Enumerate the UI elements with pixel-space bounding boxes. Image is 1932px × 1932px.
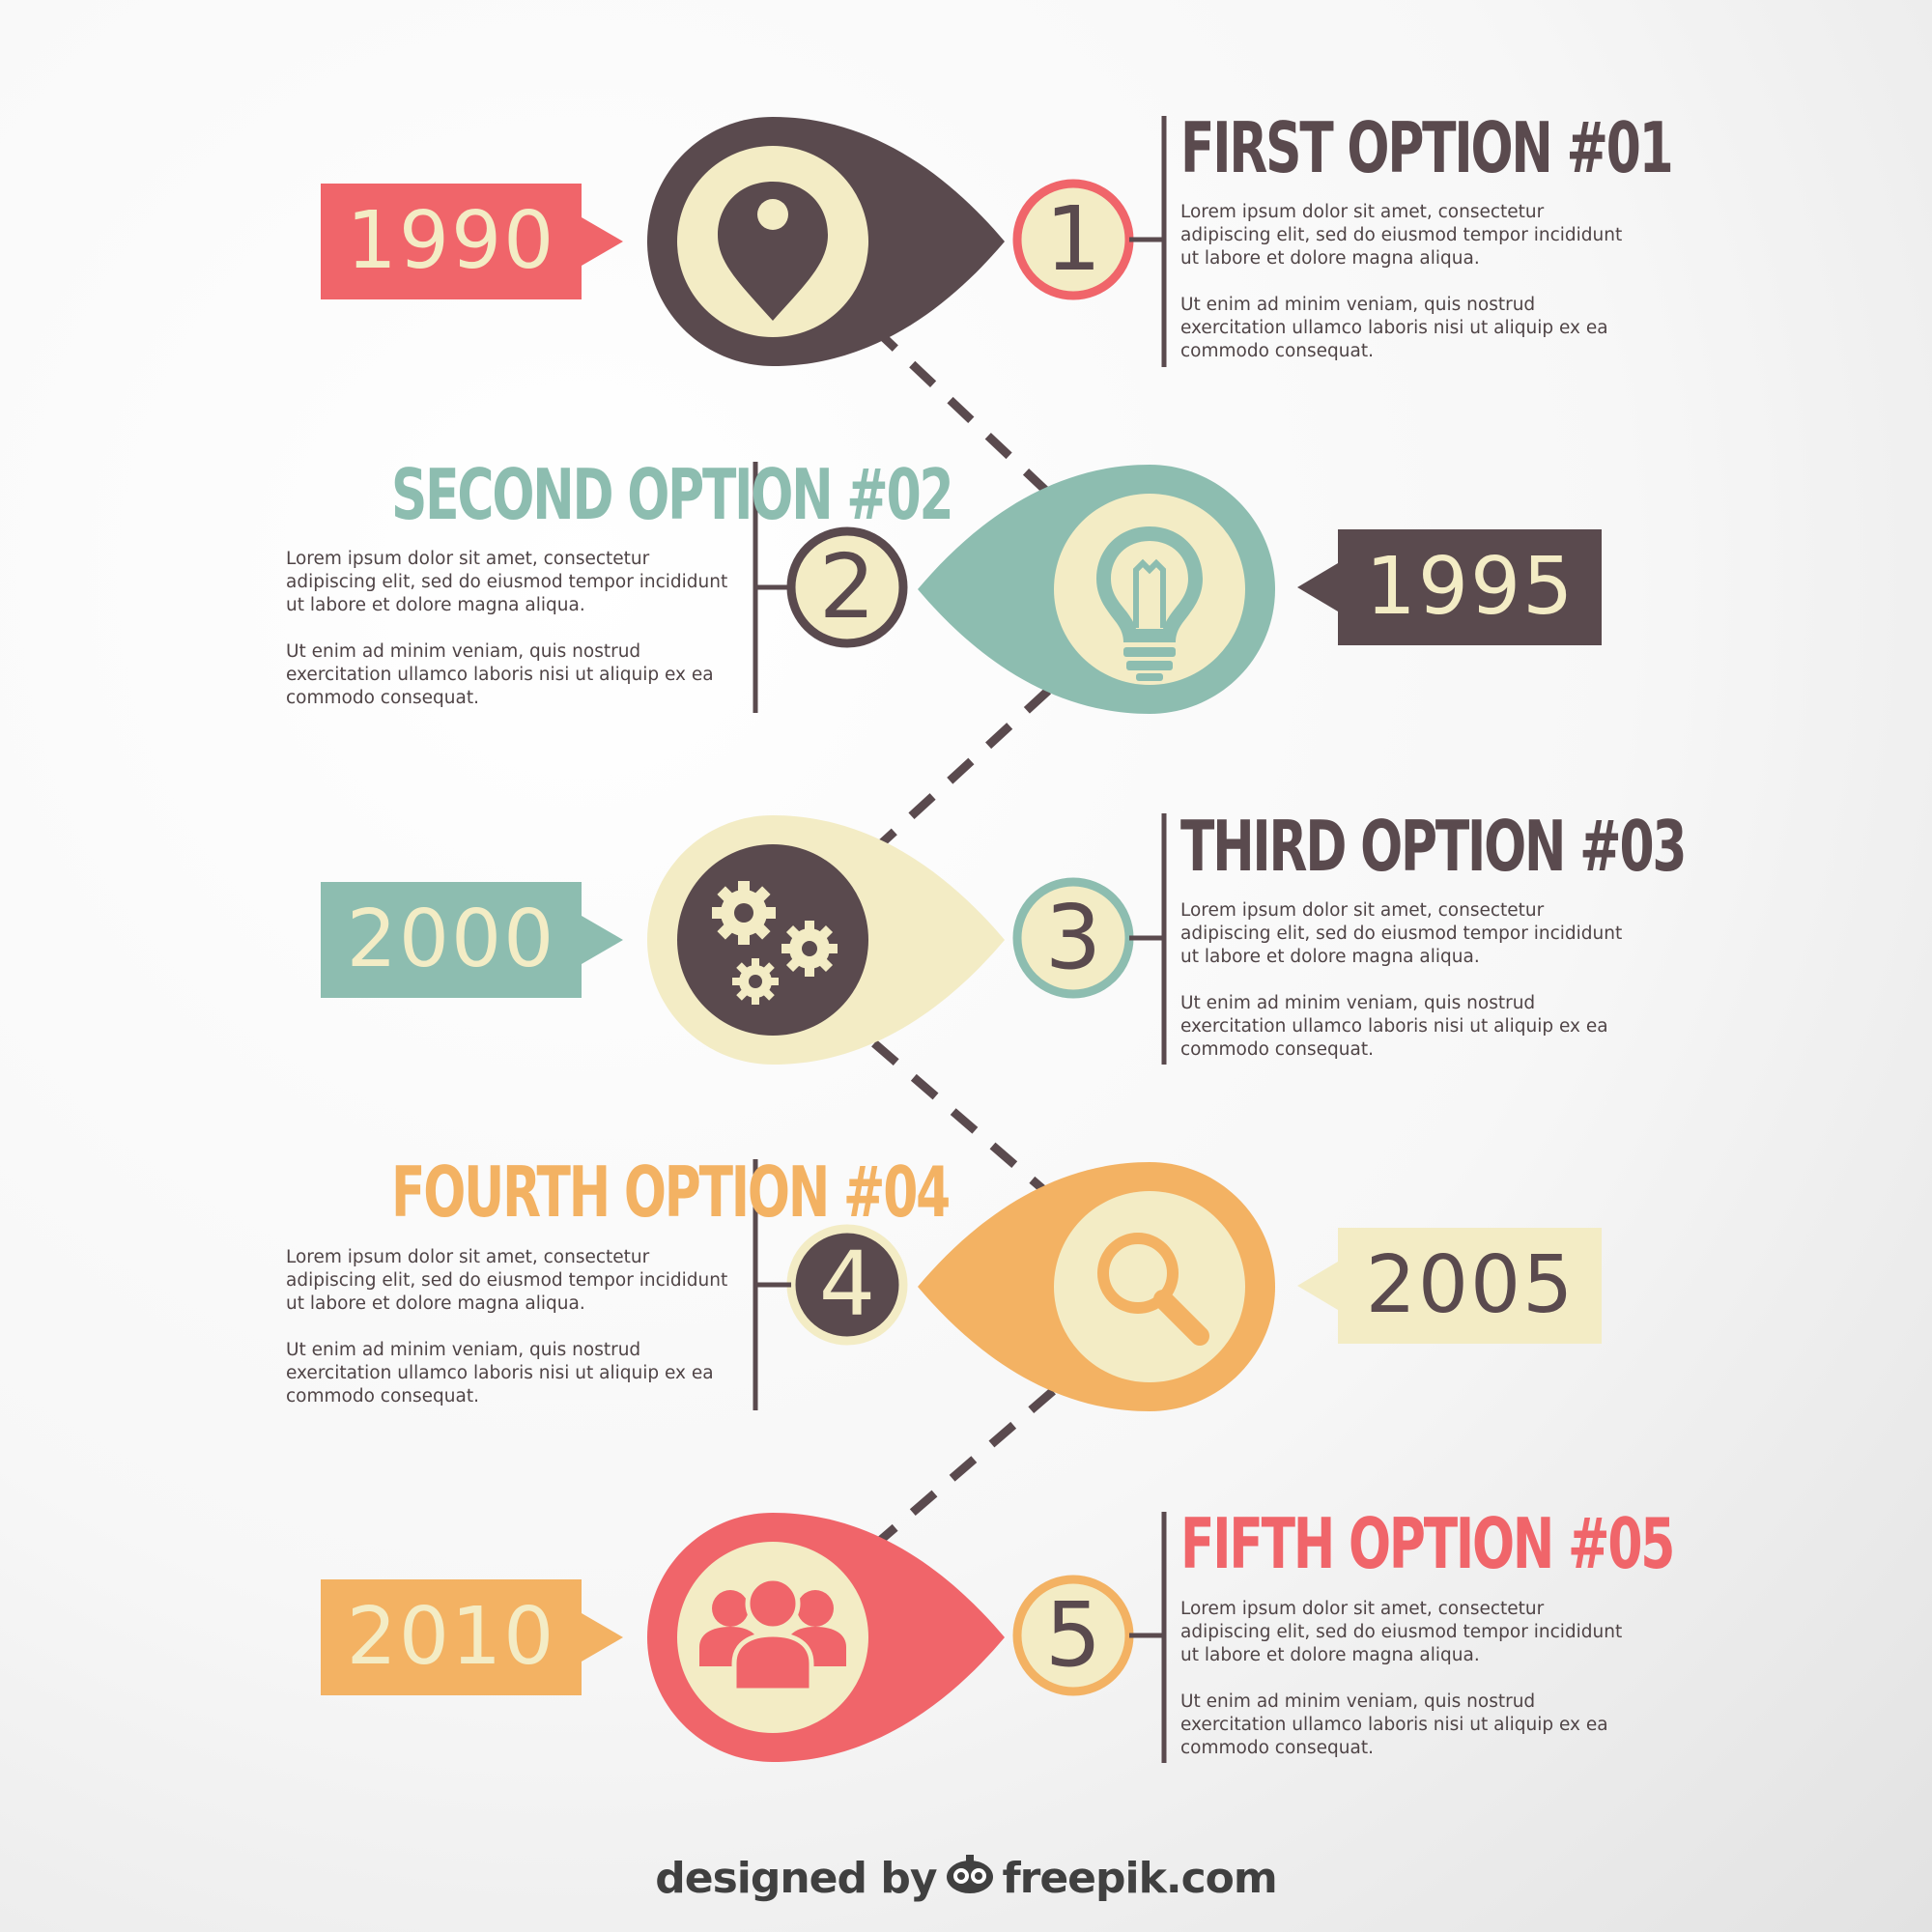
marker-disc-2: [1054, 494, 1245, 685]
year-label-2005: 2005: [1365, 1239, 1576, 1331]
year-tag-4: [1338, 1228, 1602, 1344]
step-desc-1a: Lorem ipsum dolor sit amet, consectetur …: [1180, 202, 1623, 269]
step-number-2: 2: [818, 535, 876, 639]
step-desc-3b: Ut enim ad minim veniam, quis nostrud ex…: [1180, 993, 1608, 1060]
step-number-3: 3: [1044, 886, 1102, 989]
footer-credit: designed by freepik.com: [0, 1850, 1932, 1908]
freepik-owl-icon: [945, 1851, 995, 1911]
step-title-1: FIRST OPTION #01: [1180, 107, 1674, 188]
year-tag-2: [1338, 529, 1602, 645]
step-2-graphics: [753, 462, 1602, 714]
year-tag-3-pointer: [582, 916, 623, 964]
step-desc-2a: Lorem ipsum dolor sit amet, consectetur …: [286, 549, 728, 615]
dashed-connector: [870, 325, 1056, 1549]
step-desc-4a: Lorem ipsum dolor sit amet, consectetur …: [286, 1247, 728, 1314]
year-label-2010: 2010: [346, 1591, 556, 1683]
marker-disc-4: [1054, 1191, 1245, 1382]
year-tag-1-pointer: [582, 217, 623, 266]
map-pin-icon: [718, 182, 828, 321]
step-number-1: 1: [1044, 187, 1102, 291]
step-desc-5b: Ut enim ad minim veniam, quis nostrud ex…: [1180, 1691, 1608, 1758]
magnifier-icon: [1097, 1233, 1209, 1346]
gears-icon: [712, 881, 838, 1005]
step-title-2: SECOND OPTION #02: [391, 454, 954, 535]
step-desc-5a: Lorem ipsum dolor sit amet, consectetur …: [1180, 1599, 1623, 1665]
step-desc-3a: Lorem ipsum dolor sit amet, consectetur …: [1180, 900, 1623, 967]
step-3-graphics: [321, 813, 1167, 1065]
step-1-graphics: [321, 116, 1167, 367]
year-label-2000: 2000: [346, 894, 556, 985]
credit-brand: freepik.com: [1002, 1854, 1278, 1903]
step-desc-4b: Ut enim ad minim veniam, quis nostrud ex…: [286, 1340, 714, 1406]
year-tag-4-pointer: [1297, 1262, 1338, 1310]
step-title-5: FIFTH OPTION #05: [1180, 1503, 1675, 1584]
step-5-graphics: [321, 1512, 1167, 1763]
year-tag-3: [321, 882, 582, 998]
year-label-1995: 1995: [1365, 541, 1576, 633]
light-bulb-icon: [1096, 526, 1203, 681]
step-number-4: 4: [818, 1233, 876, 1336]
marker-disc-3: [677, 844, 868, 1036]
people-group-icon: [699, 1576, 846, 1693]
step-title-4: FOURTH OPTION #04: [391, 1151, 951, 1233]
step-desc-2b: Ut enim ad minim veniam, quis nostrud ex…: [286, 641, 714, 708]
step-number-5: 5: [1044, 1583, 1102, 1687]
year-tag-5: [321, 1579, 582, 1695]
credit-prefix: designed by: [655, 1854, 937, 1903]
year-label-1990: 1990: [346, 195, 556, 287]
year-tag-5-pointer: [582, 1613, 623, 1662]
step-4-graphics: [753, 1159, 1602, 1411]
step-desc-1b: Ut enim ad minim veniam, quis nostrud ex…: [1180, 295, 1608, 361]
step-title-3: THIRD OPTION #03: [1180, 806, 1687, 887]
year-tag-2-pointer: [1297, 563, 1338, 611]
year-tag-1: [321, 184, 582, 299]
